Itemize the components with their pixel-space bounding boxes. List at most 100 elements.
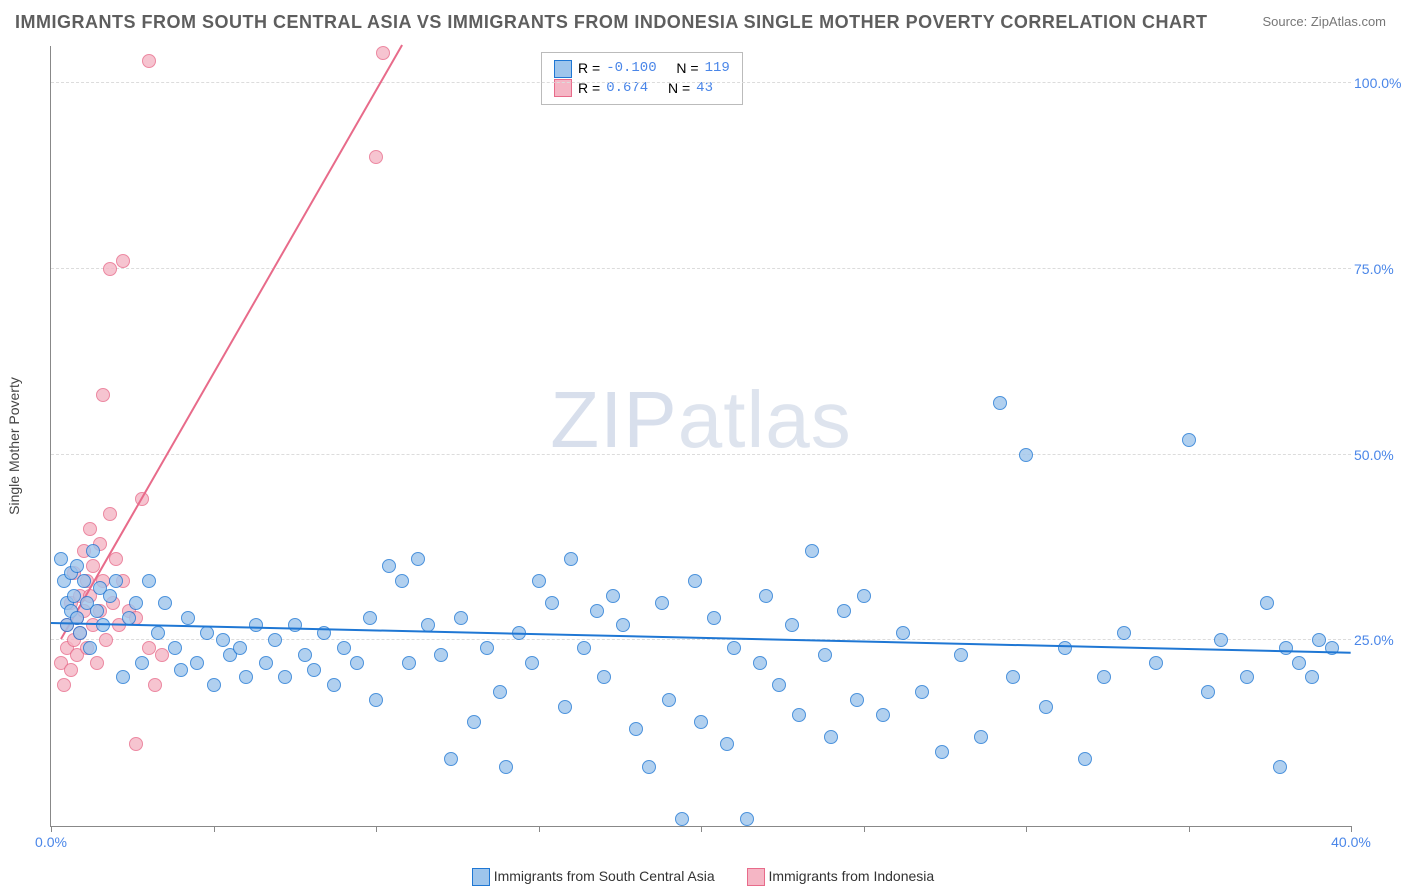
data-point [590,604,604,618]
data-point [67,589,81,603]
data-point [200,626,214,640]
data-point [499,760,513,774]
data-point [327,678,341,692]
data-point [288,618,302,632]
data-point [96,388,110,402]
chart-title: IMMIGRANTS FROM SOUTH CENTRAL ASIA VS IM… [15,12,1208,33]
data-point [850,693,864,707]
data-point [190,656,204,670]
data-point [662,693,676,707]
data-point [411,552,425,566]
data-point [740,812,754,826]
data-point [70,559,84,573]
data-point [382,559,396,573]
data-point [1117,626,1131,640]
data-point [99,633,113,647]
data-point [103,507,117,521]
data-point [1312,633,1326,647]
watermark: ZIPatlas [550,374,851,466]
x-tick [1026,826,1027,832]
data-point [116,670,130,684]
data-point [155,648,169,662]
data-point [434,648,448,662]
x-tick-label: 0.0% [35,834,67,850]
data-point [759,589,773,603]
x-tick [51,826,52,832]
gridline-h [51,268,1351,269]
x-tick [376,826,377,832]
data-point [1097,670,1111,684]
data-point [818,648,832,662]
data-point [239,670,253,684]
trend-line [60,45,403,640]
y-tick-label: 100.0% [1354,75,1406,91]
data-point [577,641,591,655]
data-point [558,700,572,714]
data-point [298,648,312,662]
data-point [54,552,68,566]
data-point [402,656,416,670]
data-point [103,589,117,603]
x-tick-label: 40.0% [1331,834,1371,850]
data-point [129,596,143,610]
data-point [135,656,149,670]
legend-label-a: Immigrants from South Central Asia [494,868,715,884]
data-point [1039,700,1053,714]
x-tick [214,826,215,832]
data-point [216,633,230,647]
data-point [57,678,71,692]
data-point [675,812,689,826]
data-point [1006,670,1020,684]
data-point [278,670,292,684]
data-point [90,656,104,670]
data-point [616,618,630,632]
data-point [249,618,263,632]
data-point [915,685,929,699]
data-point [73,626,87,640]
data-point [954,648,968,662]
x-tick [539,826,540,832]
data-point [142,54,156,68]
data-point [96,618,110,632]
data-point [525,656,539,670]
data-point [1214,633,1228,647]
data-point [369,693,383,707]
legend-item-series-b: Immigrants from Indonesia [747,868,935,884]
data-point [395,574,409,588]
data-point [64,663,78,677]
data-point [935,745,949,759]
x-tick [1351,826,1352,832]
watermark-thin: atlas [678,375,852,464]
swatch-series-a [472,868,490,886]
data-point [207,678,221,692]
data-point [86,544,100,558]
gridline-h [51,82,1351,83]
data-point [1305,670,1319,684]
data-point [564,552,578,566]
data-point [805,544,819,558]
data-point [1292,656,1306,670]
data-point [142,641,156,655]
r-value-a: -0.100 [606,59,656,79]
data-point [545,596,559,610]
data-point [83,641,97,655]
swatch-series-a [554,60,572,78]
gridline-h [51,639,1351,640]
data-point [629,722,643,736]
data-point [181,611,195,625]
data-point [307,663,321,677]
data-point [148,678,162,692]
data-point [1019,448,1033,462]
n-label: N = [676,59,698,79]
data-point [350,656,364,670]
data-point [77,574,91,588]
data-point [1078,752,1092,766]
data-point [103,262,117,276]
data-point [142,574,156,588]
data-point [1149,656,1163,670]
data-point [876,708,890,722]
legend-item-series-a: Immigrants from South Central Asia [472,868,719,884]
y-tick-label: 25.0% [1354,632,1406,648]
data-point [720,737,734,751]
swatch-series-b [747,868,765,886]
